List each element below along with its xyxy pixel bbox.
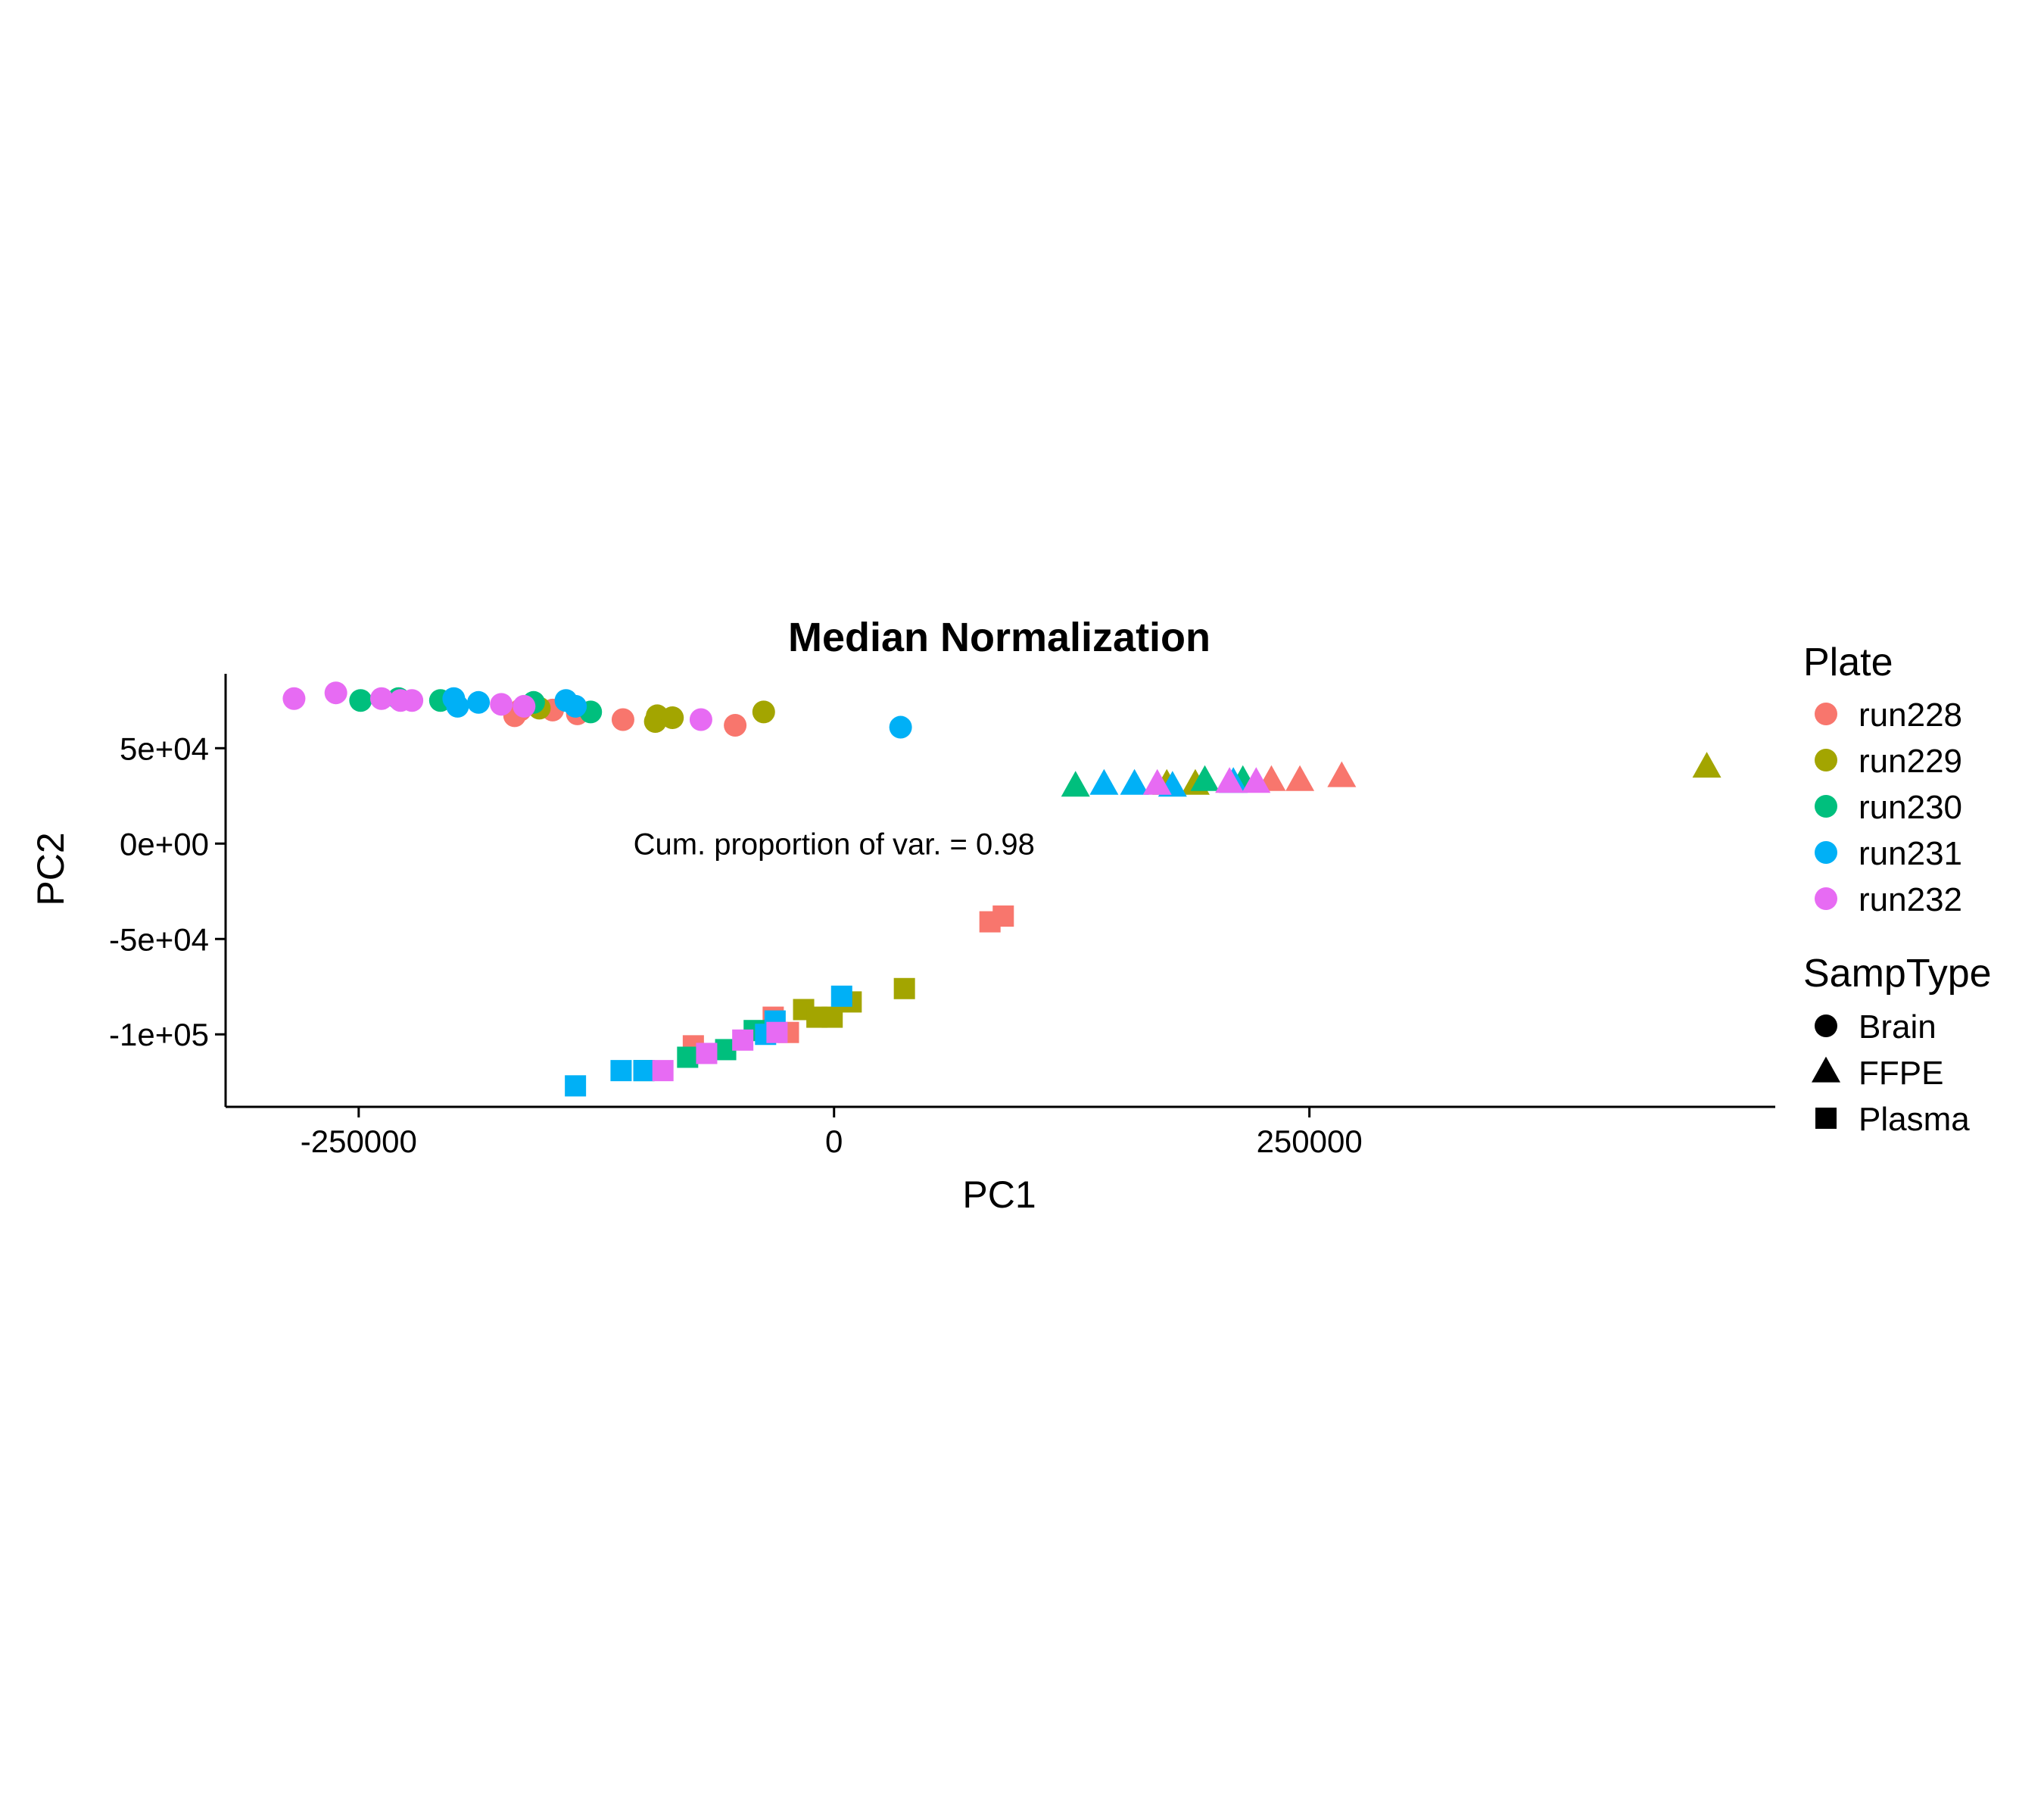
y-tick-label: -1e+05 bbox=[109, 1017, 209, 1052]
x-axis-ticks: -250000 0 250000 bbox=[301, 1107, 1363, 1159]
point-run228-ffpe bbox=[1327, 761, 1357, 787]
data-points bbox=[282, 681, 1722, 1097]
legend-key-brain bbox=[1815, 1014, 1837, 1037]
x-axis-title: PC1 bbox=[962, 1173, 1036, 1216]
legend-key-run228 bbox=[1815, 703, 1837, 725]
point-run228-brain bbox=[724, 714, 747, 737]
point-run232-plasma bbox=[696, 1043, 718, 1064]
point-run228-plasma bbox=[992, 905, 1014, 927]
point-run229-brain bbox=[643, 709, 667, 733]
point-run231-brain bbox=[446, 694, 469, 718]
point-run231-plasma bbox=[830, 985, 852, 1007]
legend-label-ffpe: FFPE bbox=[1859, 1055, 1943, 1092]
point-run228-brain bbox=[611, 708, 634, 731]
legend: Plate run228 run229 run230 run231 run232 Sam… bbox=[1803, 640, 1992, 1138]
point-run232-ffpe bbox=[1242, 767, 1271, 793]
point-run232-brain bbox=[324, 681, 347, 705]
legend-key-run231 bbox=[1815, 841, 1837, 864]
point-run231-brain bbox=[564, 694, 587, 718]
y-axis-title: PC2 bbox=[30, 832, 72, 905]
legend-label-run229: run229 bbox=[1859, 743, 1962, 780]
legend-label-plasma: Plasma bbox=[1859, 1101, 1970, 1138]
legend-label-brain: Brain bbox=[1859, 1008, 1937, 1046]
point-run231-plasma bbox=[610, 1060, 632, 1082]
point-run231-ffpe bbox=[1089, 768, 1119, 795]
point-run232-brain bbox=[689, 708, 712, 731]
point-run229-brain bbox=[752, 700, 775, 724]
legend-label-run230: run230 bbox=[1859, 789, 1962, 826]
point-run232-ffpe bbox=[1142, 768, 1172, 795]
legend-plate-items: run228 run229 run230 run231 run232 bbox=[1815, 697, 1962, 918]
point-run232-ffpe bbox=[1215, 767, 1245, 793]
legend-key-run229 bbox=[1815, 749, 1837, 771]
plot-area: 5e+04 0e+00 -5e+04 -1e+05 -250000 0 250000 Cu… bbox=[109, 674, 1775, 1159]
legend-key-run230 bbox=[1815, 795, 1837, 818]
point-run232-plasma bbox=[652, 1060, 674, 1082]
point-run232-plasma bbox=[766, 1021, 788, 1043]
point-run232-brain bbox=[400, 689, 424, 712]
point-run228-ffpe bbox=[1285, 765, 1315, 791]
point-run232-brain bbox=[369, 687, 393, 710]
point-run231-brain bbox=[467, 690, 491, 714]
point-run229-brain bbox=[661, 706, 684, 729]
legend-key-plasma bbox=[1815, 1108, 1837, 1129]
point-run229-plasma bbox=[821, 1006, 843, 1028]
x-tick-label: 250000 bbox=[1257, 1124, 1363, 1159]
x-tick-label: -250000 bbox=[301, 1124, 417, 1159]
legend-label-run232: run232 bbox=[1859, 881, 1962, 918]
point-run232-brain bbox=[513, 694, 536, 718]
point-run232-brain bbox=[490, 693, 513, 716]
variance-annotation: Cum. proportion of var. = 0.98 bbox=[634, 827, 1035, 861]
legend-label-run231: run231 bbox=[1859, 835, 1962, 872]
point-run231-ffpe bbox=[1120, 768, 1149, 795]
point-run230-plasma bbox=[677, 1046, 699, 1068]
point-run230-brain bbox=[349, 689, 372, 712]
y-tick-label: 5e+04 bbox=[120, 731, 209, 766]
legend-samptype-title: SampType bbox=[1803, 952, 1992, 996]
legend-label-run228: run228 bbox=[1859, 697, 1962, 734]
chart-title: Median Normalization bbox=[788, 615, 1211, 660]
point-run229-plasma bbox=[893, 977, 915, 999]
y-axis-ticks: 5e+04 0e+00 -5e+04 -1e+05 bbox=[109, 731, 226, 1052]
point-run232-brain bbox=[282, 687, 306, 710]
legend-key-run232 bbox=[1815, 887, 1837, 910]
legend-samptype-items: Brain FFPE Plasma bbox=[1812, 1008, 1970, 1138]
point-run232-plasma bbox=[732, 1029, 754, 1051]
point-run229-ffpe bbox=[1692, 752, 1722, 778]
legend-key-ffpe bbox=[1812, 1056, 1840, 1083]
y-tick-label: 0e+00 bbox=[120, 826, 209, 862]
point-run231-brain bbox=[889, 715, 912, 739]
point-run230-ffpe bbox=[1190, 765, 1220, 791]
point-run231-plasma bbox=[633, 1060, 655, 1082]
point-run231-plasma bbox=[565, 1075, 587, 1097]
y-tick-label: -5e+04 bbox=[109, 921, 209, 957]
legend-plate-title: Plate bbox=[1803, 640, 1893, 684]
x-tick-label: 0 bbox=[825, 1124, 843, 1159]
point-run230-ffpe bbox=[1061, 771, 1090, 797]
